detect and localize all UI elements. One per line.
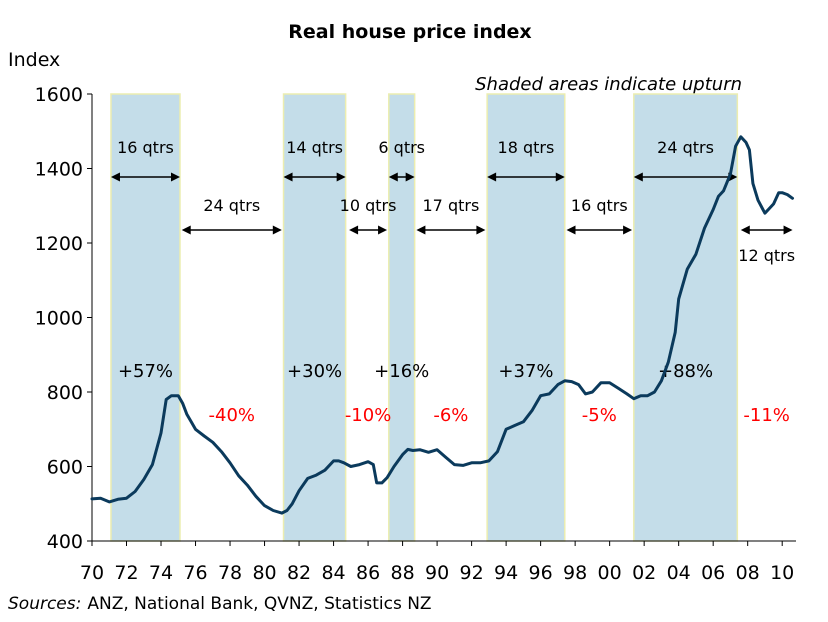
upturn-arrow-1-head-left: [110, 172, 120, 182]
x-tick-label-70: 70: [80, 562, 104, 584]
upturn-duration-1: 16 qtrs: [117, 138, 174, 157]
x-tick-label-00: 00: [598, 562, 622, 584]
duration-arrows: [110, 172, 793, 235]
downturn-arrow-1-head-left: [181, 225, 191, 235]
upturn-band-3: [388, 93, 416, 542]
upturn-band-5: [633, 93, 739, 542]
x-tick-label-84: 84: [321, 562, 345, 584]
upturn-duration-3: 6 qtrs: [378, 138, 425, 157]
y-tick-label-600: 600: [47, 457, 83, 479]
downturn-arrow-1-head-right: [272, 225, 282, 235]
x-tick-label-10: 10: [770, 562, 794, 584]
x-tick-label-72: 72: [114, 562, 138, 584]
x-tick-label-92: 92: [460, 562, 484, 584]
chart-title: Real house price index: [288, 21, 531, 43]
x-tick-label-90: 90: [425, 562, 449, 584]
upturn-arrow-2-head-right: [336, 172, 346, 182]
x-tick-label-02: 02: [632, 562, 656, 584]
y-tick-label-800: 800: [47, 382, 83, 404]
y-axis-label: Index: [8, 49, 60, 71]
sources-text: ANZ, National Bank, QVNZ, Statistics NZ: [87, 594, 431, 614]
downturn-arrow-1: [181, 225, 282, 235]
downturn-arrow-4-head-left: [566, 225, 576, 235]
downturn-duration-4: 16 qtrs: [571, 196, 628, 215]
upturn-arrow-2-head-left: [283, 172, 293, 182]
upturn-change-5: +88%: [658, 361, 713, 382]
x-tick-label-76: 76: [183, 562, 207, 584]
y-tick-label-1600: 1600: [35, 84, 83, 106]
y-tick-label-1000: 1000: [35, 308, 83, 330]
upturn-change-1: +57%: [118, 361, 173, 382]
x-tick-label-96: 96: [529, 562, 553, 584]
downturn-arrow-4: [566, 225, 633, 235]
downturn-arrow-2: [349, 225, 388, 235]
upturn-band-4: [486, 93, 566, 542]
upturn-arrow-5-head-left: [633, 172, 643, 182]
downturn-arrow-3: [416, 225, 486, 235]
x-tick-label-08: 08: [736, 562, 760, 584]
x-tick-label-88: 88: [390, 562, 414, 584]
series-layer: [90, 135, 794, 515]
x-tick-label-80: 80: [252, 562, 276, 584]
downturn-change-5: -11%: [743, 405, 790, 426]
y-tick-label-1400: 1400: [35, 159, 83, 181]
period-labels: 16 qtrs +57% 14 qtrs +30% 6 qtrs +16% 18 qtrs +…: [117, 138, 795, 426]
x-tick-label-74: 74: [149, 562, 173, 584]
upturn-band-1: [110, 93, 181, 542]
y-tick-label-1200: 1200: [35, 233, 83, 255]
upturn-duration-4: 18 qtrs: [498, 138, 555, 157]
x-tick-label-82: 82: [287, 562, 311, 584]
upturn-shading: [110, 93, 739, 542]
x-tick-label-04: 04: [667, 562, 691, 584]
upturn-duration-2: 14 qtrs: [286, 138, 343, 157]
sources-label: Sources:: [8, 594, 81, 614]
downturn-arrow-3-head-left: [416, 225, 426, 235]
upturn-arrow-3-head-right: [405, 172, 415, 182]
x-tick-label-78: 78: [218, 562, 242, 584]
upturn-band-2: [282, 93, 347, 542]
upturn-change-2: +30%: [287, 361, 342, 382]
downturn-change-1: -40%: [209, 405, 256, 426]
upturn-arrow-1-head-right: [171, 172, 180, 182]
upturn-duration-5: 24 qtrs: [657, 138, 714, 157]
downturn-arrow-2-head-left: [349, 225, 359, 235]
downturn-duration-3: 17 qtrs: [423, 196, 480, 215]
x-tick-label-06: 06: [701, 562, 725, 584]
sources-note: Sources: ANZ, National Bank, QVNZ, Statis…: [8, 594, 432, 614]
upturn-change-3: +16%: [374, 361, 429, 382]
x-tick-label-94: 94: [494, 562, 518, 584]
upturn-arrow-4: [487, 172, 565, 182]
downturn-arrow-5-head-right: [783, 225, 793, 235]
upturn-arrow-4-head-right: [555, 172, 565, 182]
downturn-arrow-4-head-right: [623, 225, 633, 235]
y-tick-label-400: 400: [47, 531, 83, 553]
downturn-duration-2: 10 qtrs: [340, 196, 397, 215]
upturn-arrow-4-head-left: [487, 172, 497, 182]
downturn-arrow-5-head-left: [740, 225, 750, 235]
downturn-arrow-3-head-right: [476, 225, 486, 235]
downturn-change-3: -6%: [433, 405, 468, 426]
downturn-change-4: -5%: [582, 405, 617, 426]
x-tick-label-98: 98: [563, 562, 587, 584]
downturn-change-2: -10%: [345, 405, 392, 426]
upturn-arrow-3-head-left: [388, 172, 398, 182]
upturn-change-4: +37%: [498, 361, 553, 382]
x-tick-label-86: 86: [356, 562, 380, 584]
upturn-arrow-3: [388, 172, 415, 182]
downturn-duration-1: 24 qtrs: [203, 196, 260, 215]
shading-note: Shaded areas indicate upturn: [475, 74, 742, 95]
downturn-duration-5: 12 qtrs: [738, 246, 795, 265]
upturn-arrow-1: [110, 172, 180, 182]
price-index-line: [90, 135, 794, 515]
downturn-arrow-2-head-right: [378, 225, 388, 235]
downturn-arrow-5: [740, 225, 793, 235]
upturn-arrow-2: [283, 172, 346, 182]
